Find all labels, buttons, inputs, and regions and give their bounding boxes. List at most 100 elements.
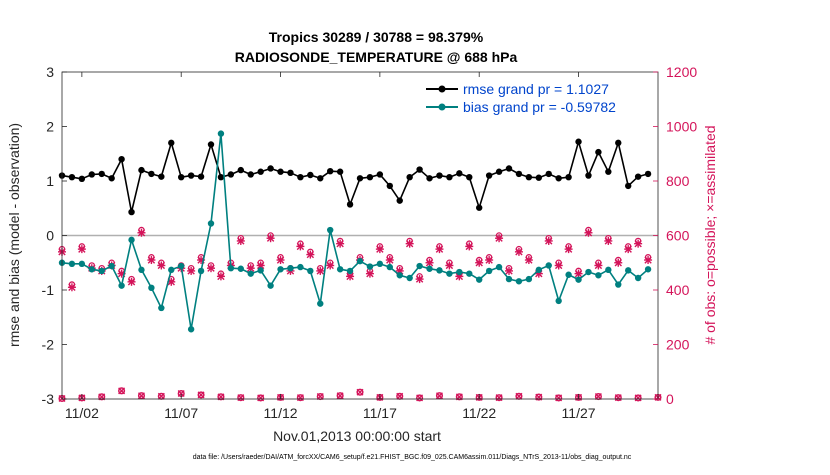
bias-point — [317, 300, 324, 307]
obs-assimilated-marker — [346, 272, 355, 281]
bias-point — [446, 270, 453, 277]
bias-point — [257, 267, 264, 274]
obs-near-zero-assimilated-marker — [257, 394, 265, 402]
y-tick-label: 1 — [46, 173, 54, 189]
y-tick-label: -1 — [42, 282, 55, 298]
bias-point — [426, 265, 433, 272]
obs-assimilated-marker — [524, 256, 533, 265]
rmse-point — [237, 166, 244, 174]
bias-point — [247, 270, 254, 277]
rmse-point — [406, 173, 413, 181]
obs-near-zero-possible-marker — [634, 394, 642, 402]
rmse-point — [446, 173, 453, 181]
obs-near-zero-possible-marker — [495, 394, 503, 402]
bias-point — [307, 267, 314, 275]
obs-assimilated-marker — [584, 228, 593, 237]
bias-point — [595, 272, 602, 279]
rmse-point — [535, 174, 542, 181]
y2-tick-label: 0 — [666, 391, 674, 407]
bias-point — [545, 262, 552, 269]
axis-layer: -3 -2 -1 0 1 2 3 0 200 400 600 800 1000 1200 11/02 11/0… — [42, 64, 698, 421]
legend-rmse-marker — [438, 85, 446, 93]
obs-assimilated-marker — [336, 239, 345, 248]
rmse-point — [436, 172, 443, 179]
obs-near-zero-possible-marker — [237, 394, 245, 402]
bias-point — [615, 281, 622, 288]
obs-assimilated-marker — [296, 242, 305, 251]
legend-bias-marker — [438, 103, 446, 111]
rmse-point — [555, 175, 562, 182]
obs-near-zero-possible-marker — [137, 392, 146, 400]
y-tick-label: -3 — [42, 391, 55, 407]
bias-point — [178, 262, 185, 270]
bias-point — [634, 274, 642, 282]
bias-point — [356, 257, 364, 265]
obs-assimilated-marker — [405, 239, 414, 248]
obs-assimilated-marker — [475, 258, 484, 267]
obs-near-zero-assimilated-marker — [614, 394, 622, 402]
rmse-point — [118, 156, 125, 163]
obs-near-zero-possible-marker — [118, 387, 126, 395]
obs-layer — [58, 226, 662, 403]
bias-point — [525, 275, 533, 283]
bias-point — [436, 267, 443, 274]
bias-point — [386, 263, 393, 271]
rmse-point — [217, 173, 225, 181]
legend-rmse-label: rmse grand pr = 1.1027 — [463, 81, 609, 97]
bias-point — [158, 304, 165, 312]
obs-assimilated-marker — [216, 272, 225, 281]
bias-point — [605, 266, 612, 274]
bias-point — [466, 270, 473, 277]
obs-assimilated-marker — [266, 234, 275, 243]
rmse-point — [158, 173, 165, 180]
y-tick-label: 3 — [46, 64, 54, 80]
bias-point — [148, 284, 155, 292]
obs-near-zero-assimilated-marker — [594, 393, 602, 401]
y2-tick-label: 200 — [666, 337, 690, 353]
rmse-point — [88, 171, 96, 178]
obs-assimilated-marker — [415, 275, 424, 284]
legend: rmse grand pr = 1.1027 bias grand pr = -… — [426, 81, 616, 115]
obs-near-zero-assimilated-marker — [296, 394, 304, 402]
obs-near-zero-assimilated-marker — [634, 394, 642, 402]
x-axis-label: Nov.01,2013 00:00:00 start — [273, 428, 441, 444]
bias-point — [575, 276, 582, 283]
rmse-point — [585, 172, 592, 179]
x-tick-label: 11/12 — [264, 405, 298, 421]
bias-point — [138, 266, 145, 274]
obs-assimilated-marker — [306, 250, 315, 259]
bias-point — [327, 226, 334, 234]
rmse-point — [307, 171, 314, 179]
x-tick-label: 11/22 — [462, 405, 496, 421]
obs-assimilated-marker — [67, 283, 76, 292]
bias-point — [625, 267, 632, 274]
obs-assimilated-marker — [574, 269, 583, 278]
rmse-point — [327, 167, 334, 175]
bias-point — [297, 263, 304, 271]
bias-point — [515, 278, 523, 285]
rmse-point — [396, 197, 403, 204]
bias-point — [217, 130, 225, 137]
rmse-point — [336, 168, 344, 175]
rmse-point — [356, 175, 364, 182]
rmse-point — [595, 148, 602, 156]
bias-point — [287, 265, 294, 272]
obs-near-zero-possible-marker — [455, 393, 463, 401]
obs-assimilated-marker — [564, 245, 573, 254]
rmse-point — [78, 175, 86, 183]
rmse-point — [98, 170, 105, 178]
rmse-point — [386, 182, 393, 190]
bias-point — [495, 263, 503, 271]
obs-assimilated-marker — [495, 234, 504, 243]
bias-point — [197, 267, 205, 275]
bias-point — [277, 266, 284, 273]
legend-bias-label: bias grand pr = -0.59782 — [463, 99, 616, 115]
obs-near-zero-assimilated-marker — [237, 394, 245, 402]
bias-point — [336, 266, 344, 273]
obs-near-zero-assimilated-marker — [555, 394, 563, 402]
bias-point — [485, 267, 493, 275]
obs-assimilated-marker — [554, 261, 563, 270]
bias-point — [267, 282, 274, 289]
rmse-point — [168, 139, 175, 147]
